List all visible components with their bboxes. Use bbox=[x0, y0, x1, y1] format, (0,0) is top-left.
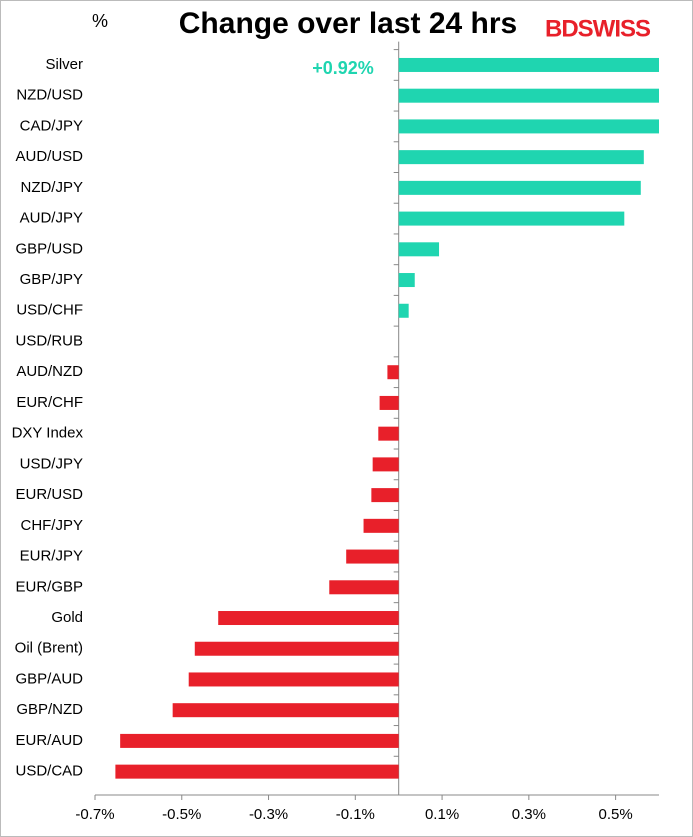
x-tick-label: -0.5% bbox=[162, 806, 201, 823]
x-tick-label: 0.3% bbox=[512, 806, 546, 823]
x-tick-label: 0.5% bbox=[599, 806, 633, 823]
bar bbox=[378, 426, 399, 441]
logo: BDSWISS bbox=[545, 15, 651, 42]
y-tick-label: EUR/GBP bbox=[15, 578, 83, 595]
bar bbox=[398, 180, 641, 195]
bar bbox=[372, 457, 399, 472]
y-tick-label: NZD/JPY bbox=[20, 179, 83, 196]
y-tick-label: Gold bbox=[51, 609, 83, 626]
bar bbox=[398, 88, 659, 103]
y-tick-label: GBP/AUD bbox=[15, 670, 83, 687]
y-tick-label: AUD/USD bbox=[15, 148, 83, 165]
bar bbox=[371, 488, 399, 503]
y-tick-label: GBP/JPY bbox=[20, 271, 83, 288]
bar bbox=[172, 703, 399, 718]
bar bbox=[329, 580, 399, 595]
y-tick-label: EUR/AUD bbox=[15, 732, 83, 749]
y-tick-label: Silver bbox=[45, 56, 83, 73]
y-tick-label: AUD/NZD bbox=[16, 363, 83, 380]
y-tick-label: USD/RUB bbox=[15, 332, 83, 349]
y-tick-label: EUR/JPY bbox=[20, 548, 83, 565]
bar bbox=[398, 273, 415, 288]
x-tick-label: 0.1% bbox=[425, 806, 459, 823]
bar bbox=[398, 119, 659, 134]
y-tick-label: CAD/JPY bbox=[20, 117, 83, 134]
y-tick-label: USD/CHF bbox=[16, 302, 83, 319]
x-tick-label: -0.7% bbox=[75, 806, 114, 823]
y-tick-label: AUD/JPY bbox=[20, 210, 83, 227]
bar bbox=[398, 211, 625, 226]
bar bbox=[188, 672, 399, 687]
y-tick-label: EUR/USD bbox=[15, 486, 83, 503]
bar bbox=[194, 641, 399, 656]
y-tick-label: GBP/USD bbox=[15, 240, 83, 257]
y-tick-label: GBP/NZD bbox=[16, 701, 83, 718]
chart-title: Change over last 24 hrs bbox=[179, 7, 517, 40]
bar bbox=[387, 365, 399, 380]
bar bbox=[363, 518, 399, 533]
bar bbox=[398, 242, 440, 257]
bar bbox=[115, 764, 399, 779]
y-tick-label: NZD/USD bbox=[16, 87, 83, 104]
y-tick-label: EUR/CHF bbox=[16, 394, 83, 411]
y-axis-label: % bbox=[92, 11, 108, 31]
x-tick-label: -0.3% bbox=[249, 806, 288, 823]
bar bbox=[398, 57, 659, 72]
bar bbox=[346, 549, 399, 564]
bar bbox=[120, 733, 399, 748]
y-tick-label: CHF/JPY bbox=[20, 517, 83, 534]
y-tick-label: USD/JPY bbox=[20, 455, 83, 472]
x-tick-label: -0.1% bbox=[336, 806, 375, 823]
y-tick-label: USD/CAD bbox=[15, 763, 83, 780]
y-tick-label: Oil (Brent) bbox=[15, 640, 83, 657]
bar bbox=[398, 303, 409, 318]
bar bbox=[398, 150, 644, 165]
bar bbox=[218, 611, 399, 626]
annotation: +0.92% bbox=[312, 58, 374, 78]
y-tick-label: DXY Index bbox=[12, 425, 84, 442]
bar bbox=[379, 395, 399, 410]
